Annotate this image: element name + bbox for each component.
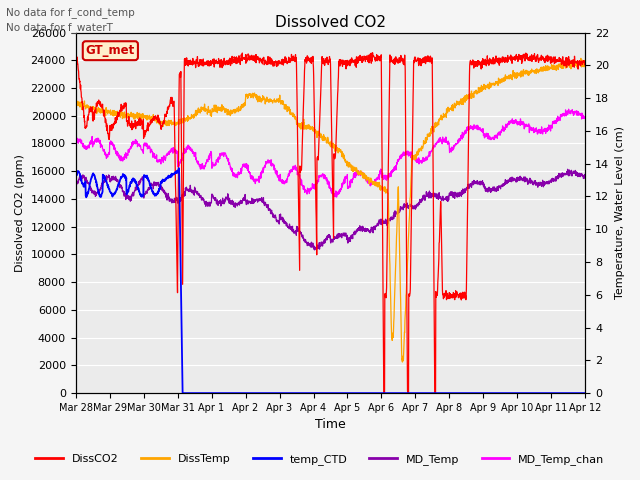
- Y-axis label: Dissolved CO2 (ppm): Dissolved CO2 (ppm): [15, 154, 25, 272]
- Text: No data for f_cond_temp: No data for f_cond_temp: [6, 7, 135, 18]
- Text: GT_met: GT_met: [86, 44, 135, 57]
- X-axis label: Time: Time: [315, 419, 346, 432]
- Text: No data for f_waterT: No data for f_waterT: [6, 22, 113, 33]
- Y-axis label: Temperature, Water Level (cm): Temperature, Water Level (cm): [615, 126, 625, 300]
- Legend: DissCO2, DissTemp, temp_CTD, MD_Temp, MD_Temp_chan: DissCO2, DissTemp, temp_CTD, MD_Temp, MD…: [31, 450, 609, 469]
- Title: Dissolved CO2: Dissolved CO2: [275, 15, 386, 30]
